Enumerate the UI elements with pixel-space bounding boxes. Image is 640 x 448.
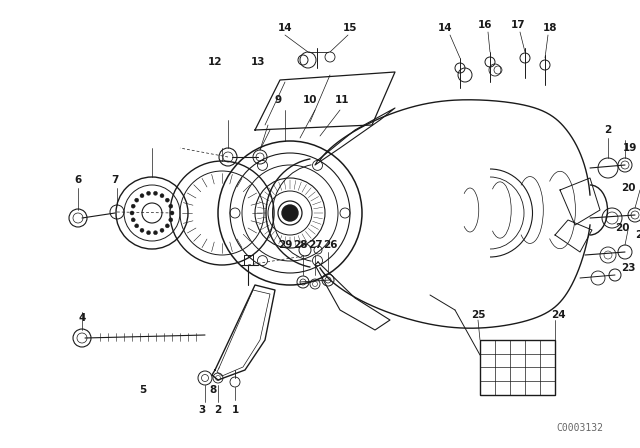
- Circle shape: [154, 231, 157, 235]
- Text: 23: 23: [621, 263, 636, 273]
- Text: 20: 20: [621, 183, 636, 193]
- Text: 22: 22: [635, 230, 640, 240]
- Text: 1: 1: [232, 405, 239, 415]
- Text: 9: 9: [275, 95, 282, 105]
- Text: 4: 4: [78, 313, 86, 323]
- Text: 12: 12: [208, 57, 222, 67]
- Circle shape: [169, 218, 173, 222]
- Text: 15: 15: [343, 23, 357, 33]
- Circle shape: [170, 211, 174, 215]
- Text: 3: 3: [198, 405, 205, 415]
- Text: 2: 2: [604, 125, 612, 135]
- Text: C0003132: C0003132: [557, 423, 604, 433]
- Circle shape: [154, 191, 157, 195]
- Circle shape: [130, 211, 134, 215]
- Circle shape: [160, 228, 164, 233]
- Circle shape: [134, 224, 139, 228]
- Text: 17: 17: [511, 20, 525, 30]
- Text: 14: 14: [438, 23, 452, 33]
- Circle shape: [147, 231, 150, 235]
- Text: 24: 24: [550, 310, 565, 320]
- Text: 8: 8: [209, 385, 216, 395]
- Circle shape: [165, 224, 170, 228]
- Text: 29: 29: [278, 240, 292, 250]
- Circle shape: [131, 204, 135, 208]
- Text: 10: 10: [303, 95, 317, 105]
- Circle shape: [169, 204, 173, 208]
- Circle shape: [147, 191, 150, 195]
- Bar: [480, 340, 555, 395]
- Text: 16: 16: [477, 20, 492, 30]
- Text: 5: 5: [140, 385, 147, 395]
- Text: 25: 25: [471, 310, 485, 320]
- Text: 7: 7: [111, 175, 118, 185]
- Circle shape: [160, 194, 164, 198]
- Circle shape: [140, 194, 144, 198]
- Circle shape: [140, 228, 144, 233]
- Text: 20: 20: [615, 223, 629, 233]
- Circle shape: [282, 205, 298, 221]
- Circle shape: [134, 198, 139, 202]
- Text: 13: 13: [251, 57, 265, 67]
- Text: 14: 14: [278, 23, 292, 33]
- Circle shape: [165, 198, 170, 202]
- Text: 2: 2: [214, 405, 221, 415]
- Text: 6: 6: [74, 175, 82, 185]
- Text: 27: 27: [308, 240, 323, 250]
- Text: 19: 19: [623, 143, 637, 153]
- Text: 26: 26: [323, 240, 337, 250]
- Text: 11: 11: [335, 95, 349, 105]
- Text: 28: 28: [292, 240, 307, 250]
- Text: 18: 18: [543, 23, 557, 33]
- Circle shape: [131, 218, 135, 222]
